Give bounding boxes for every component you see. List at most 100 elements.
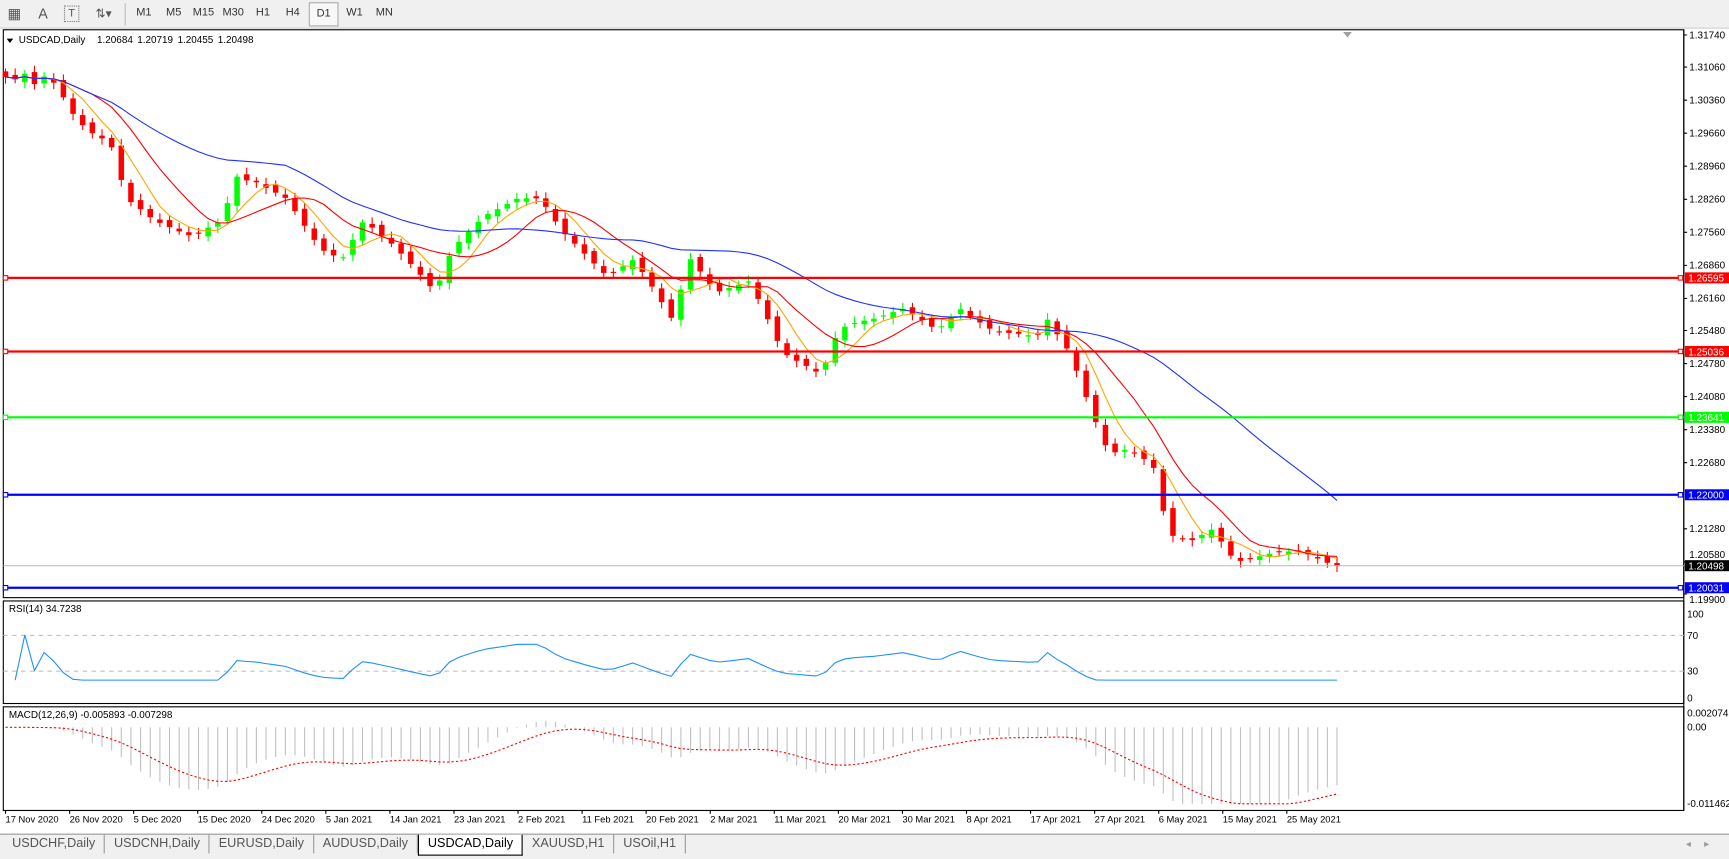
- chart-tab[interactable]: USDCNH,Daily: [105, 834, 210, 854]
- candle-body: [1276, 551, 1282, 553]
- chart-tabs: USDCHF,Daily USDCNH,Daily EURUSD,Daily AUDU…: [0, 833, 1729, 859]
- collapse-triangle-icon[interactable]: [6, 38, 14, 44]
- ohlc-readout: 1.20684 1.20719 1.20455 1.20498: [97, 35, 254, 46]
- macd-histogram: [14, 720, 1338, 804]
- date-label: 11 Mar 2021: [774, 815, 826, 825]
- candle-body: [388, 237, 395, 244]
- candle-body: [2, 71, 9, 78]
- grid-lines-icon[interactable]: ▦: [7, 4, 22, 22]
- candle-body: [1112, 443, 1118, 453]
- tab-scroll[interactable]: ◂▸: [1686, 838, 1722, 850]
- date-label: 11 Feb 2021: [582, 815, 634, 825]
- toolbar-background: [650, 0, 1729, 29]
- candle-body: [1286, 551, 1292, 555]
- candle-body: [253, 180, 260, 183]
- chart-tab[interactable]: USDCHF,Daily: [3, 834, 106, 854]
- candle-body: [1083, 370, 1089, 398]
- scroll-right-icon[interactable]: ▸: [1704, 838, 1723, 850]
- chart-tab[interactable]: XAUUSD,H1: [523, 834, 615, 854]
- price-tick-label: 1.21280: [1689, 524, 1725, 535]
- candle-body: [215, 222, 221, 227]
- level-price-badge: [1684, 272, 1729, 284]
- candle-body: [195, 232, 202, 234]
- level-handle: [2, 492, 9, 498]
- macd-axis-label: 0.002074: [1687, 709, 1729, 720]
- candle-body: [668, 299, 675, 318]
- level-handle: [1677, 492, 1684, 498]
- candle-body: [282, 194, 289, 198]
- macd-pane: [2, 706, 1685, 812]
- chart-tab[interactable]: AUDUSD,Daily: [314, 834, 418, 854]
- text-label-icon[interactable]: T: [63, 5, 80, 23]
- timeframe-h4[interactable]: H4: [285, 6, 300, 19]
- candle-body: [658, 288, 665, 303]
- candle-body: [813, 368, 819, 372]
- timeframe-m15[interactable]: M15: [192, 6, 215, 19]
- timeframe-m1[interactable]: M1: [136, 6, 152, 19]
- candle-body: [1257, 556, 1263, 560]
- candle-body: [1266, 553, 1273, 557]
- candle-body: [581, 244, 588, 254]
- candle-body: [784, 343, 790, 356]
- candle-body: [1218, 527, 1224, 542]
- candle-body: [774, 316, 781, 341]
- level-handle: [2, 584, 9, 591]
- price-tick-label: 1.31740: [1689, 30, 1725, 41]
- date-label: 20 Feb 2021: [646, 815, 699, 825]
- candle-body: [494, 209, 501, 217]
- main-pane: [2, 29, 1685, 599]
- candle-body: [880, 315, 887, 317]
- timeframe-d1[interactable]: D1: [308, 1, 339, 26]
- current-price-badge: [1684, 560, 1729, 572]
- date-label: 17 Nov 2020: [6, 815, 59, 825]
- candle-body: [948, 316, 954, 329]
- timeframe-m5[interactable]: M5: [166, 6, 182, 19]
- candle-body: [649, 272, 655, 287]
- candle-body: [70, 98, 76, 114]
- timeframe-m30[interactable]: M30: [222, 6, 244, 19]
- candle-body: [1121, 449, 1128, 452]
- candle-body: [89, 122, 96, 134]
- date-label: 5 Dec 2020: [134, 815, 182, 825]
- candle-body: [745, 281, 752, 283]
- text-icon[interactable]: A: [38, 5, 48, 23]
- timeframe-w1[interactable]: W1: [346, 6, 363, 19]
- toolbar: ▦ A T ⇅▾ M1 M5 M15 M30 H1 H4 D1 W1 MN: [0, 0, 651, 29]
- date-label: 2 Mar 2021: [710, 815, 757, 825]
- rsi-line: [14, 634, 1337, 681]
- chart-tab[interactable]: EURUSD,Daily: [210, 834, 314, 854]
- candle-body: [224, 203, 231, 222]
- level-price-badge: [1684, 411, 1729, 423]
- chart-tab[interactable]: USOil,H1: [614, 834, 686, 854]
- timeframe-h1[interactable]: H1: [255, 6, 271, 19]
- candle-body: [157, 219, 163, 223]
- date-label: 30 Mar 2021: [902, 815, 955, 825]
- candle-body: [610, 271, 617, 273]
- candle-body: [1073, 350, 1080, 371]
- candle-body: [629, 260, 636, 270]
- candle-body: [166, 220, 173, 228]
- timeframe-mn[interactable]: MN: [375, 6, 393, 19]
- candle-body: [533, 196, 539, 199]
- candle-body: [1131, 452, 1138, 454]
- scroll-left-icon[interactable]: ◂: [1685, 838, 1705, 850]
- chart-tab[interactable]: USDCAD,Daily: [417, 834, 524, 856]
- arrows-icon[interactable]: ⇅▾: [95, 7, 112, 21]
- candle-body: [572, 235, 578, 244]
- ohlc-low: 1.20455: [177, 35, 213, 46]
- candle-body: [128, 182, 134, 203]
- candle-body: [147, 209, 153, 218]
- price-tick-label: 1.24080: [1689, 392, 1725, 403]
- ohlc-open: 1.20684: [97, 35, 133, 46]
- candle-body: [12, 74, 18, 80]
- price-tick-label: 1.30360: [1689, 95, 1725, 106]
- candle-body: [22, 73, 28, 83]
- candle-body: [504, 203, 510, 209]
- candle-body: [996, 331, 1003, 333]
- price-chart[interactable]: 1.31740 1.31060 1.30360 1.29660 1.28960 1.282…: [0, 29, 1729, 834]
- candle-body: [871, 318, 877, 322]
- tab-list: USDCHF,Daily USDCNH,Daily EURUSD,Daily AUDU…: [3, 834, 686, 856]
- level-price-label: 1.23641: [1688, 413, 1724, 424]
- price-tick-label: 1.26860: [1689, 261, 1725, 272]
- level-price-label: 1.26595: [1688, 274, 1724, 285]
